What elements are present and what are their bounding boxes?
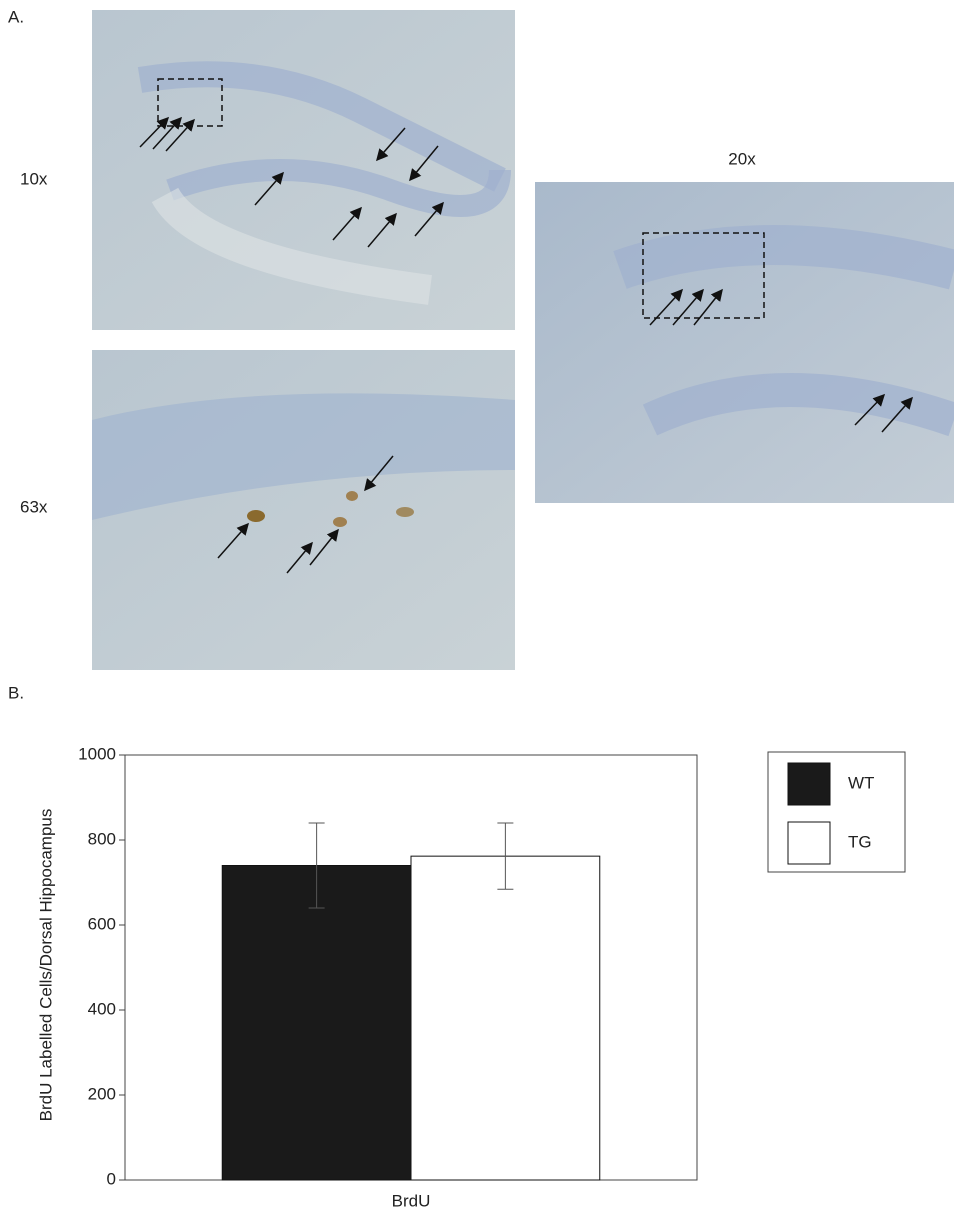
legend-swatch xyxy=(788,763,830,805)
panel-label: B. xyxy=(8,683,24,702)
panel-label: A. xyxy=(8,7,24,26)
bar xyxy=(411,856,600,1180)
legend-label: WT xyxy=(848,773,874,792)
micrograph-63x xyxy=(92,350,515,670)
legend-swatch xyxy=(788,822,830,864)
y-axis-title: BrdU Labelled Cells/Dorsal Hippocampus xyxy=(36,809,55,1122)
micrograph-10x xyxy=(92,10,515,330)
legend-label: TG xyxy=(848,832,872,851)
bar xyxy=(222,866,411,1181)
y-tick-label: 0 xyxy=(107,1169,116,1188)
y-tick-label: 800 xyxy=(88,829,116,848)
magnification-label: 63x xyxy=(20,497,48,516)
micrograph-20x xyxy=(535,182,954,503)
magnification-label: 20x xyxy=(728,149,756,168)
x-tick-label: BrdU xyxy=(392,1191,431,1210)
y-tick-label: 600 xyxy=(88,914,116,933)
y-tick-label: 1000 xyxy=(78,744,116,763)
y-tick-label: 200 xyxy=(88,1084,116,1103)
magnification-label: 10x xyxy=(20,169,48,188)
figure: A. 10x 20x 63x B. xyxy=(0,0,954,1214)
y-tick-label: 400 xyxy=(88,999,116,1018)
